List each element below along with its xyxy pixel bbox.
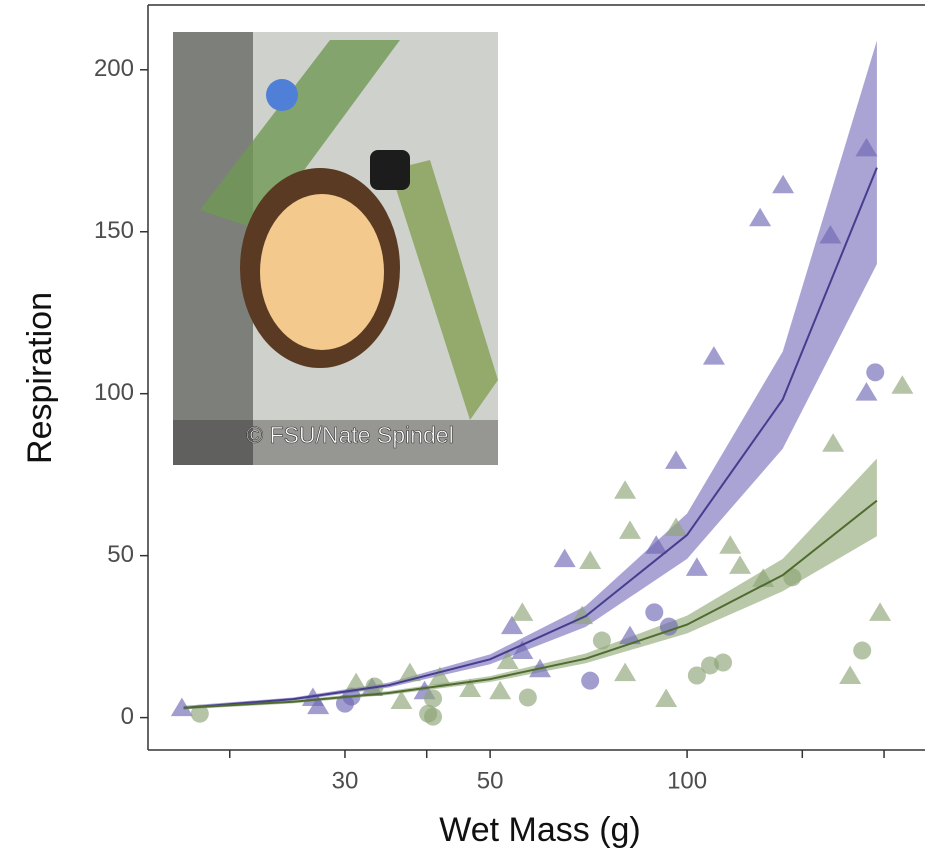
y-axis-title: Respiration <box>21 292 59 464</box>
photo-shadow <box>173 32 253 465</box>
point-triangle <box>869 602 892 621</box>
photo-credit: © FSU/Nate Spindel <box>246 422 453 448</box>
point-triangle <box>390 690 413 709</box>
confidence-band <box>183 458 877 710</box>
point-triangle <box>772 174 795 194</box>
photo-hose <box>390 160 498 420</box>
point-circle <box>866 363 885 382</box>
photo-cap <box>266 79 298 111</box>
point-triangle <box>553 548 576 568</box>
point-triangle <box>729 555 752 574</box>
x-tick-label: 50 <box>477 767 504 794</box>
point-triangle <box>665 517 688 536</box>
point-triangle <box>579 550 602 570</box>
y-tick-label: 100 <box>94 379 134 406</box>
x-axis-title: Wet Mass (g) <box>439 811 641 849</box>
photo-abalone <box>260 194 384 350</box>
point-circle <box>645 603 664 622</box>
point-triangle <box>619 625 642 645</box>
point-triangle <box>398 662 421 682</box>
point-circle <box>687 666 706 685</box>
point-circle <box>659 617 678 636</box>
point-triangle <box>614 662 637 682</box>
photo-connector <box>370 150 410 190</box>
point-circle <box>783 568 802 587</box>
point-triangle <box>614 480 637 499</box>
photo-caption-band <box>173 420 498 465</box>
point-circle <box>424 689 443 708</box>
point-triangle <box>496 650 519 670</box>
point-triangle <box>685 557 708 576</box>
point-triangle <box>489 680 512 700</box>
point-triangle <box>428 666 451 685</box>
fit-line <box>183 499 878 709</box>
point-triangle <box>645 535 668 554</box>
fit-lines <box>183 167 878 709</box>
photo-tube <box>200 40 400 230</box>
y-tick-label: 150 <box>94 217 134 244</box>
point-triangle <box>855 382 878 401</box>
point-triangle <box>855 137 878 157</box>
point-triangle <box>822 433 845 452</box>
x-tick-label: 100 <box>667 767 707 794</box>
point-circle <box>424 707 443 726</box>
point-circle <box>714 653 733 672</box>
y-tick-label: 200 <box>94 55 134 82</box>
point-circle <box>592 631 611 650</box>
point-triangle <box>891 375 914 394</box>
point-circle <box>853 641 872 660</box>
point-triangle <box>749 207 772 227</box>
point-triangle <box>459 678 482 697</box>
point-circle <box>190 704 209 723</box>
y-tick-label: 50 <box>107 541 134 568</box>
point-triangle <box>655 688 678 707</box>
point-circle <box>581 671 600 690</box>
inset-photo: © FSU/Nate Spindel <box>173 32 498 465</box>
point-circle <box>518 688 537 707</box>
point-triangle <box>665 450 688 469</box>
fit-line <box>183 167 878 709</box>
y-tick-label: 0 <box>121 703 134 730</box>
point-triangle <box>500 615 523 635</box>
point-triangle <box>839 665 862 684</box>
point-triangle <box>170 697 193 717</box>
point-triangle <box>719 535 742 554</box>
point-triangle <box>819 224 842 244</box>
x-tick-label: 30 <box>332 767 359 794</box>
point-triangle <box>345 672 368 692</box>
point-triangle <box>307 695 330 715</box>
point-triangle <box>511 640 534 660</box>
point-triangle <box>619 520 642 539</box>
point-triangle <box>702 346 725 365</box>
point-triangle <box>511 602 534 621</box>
